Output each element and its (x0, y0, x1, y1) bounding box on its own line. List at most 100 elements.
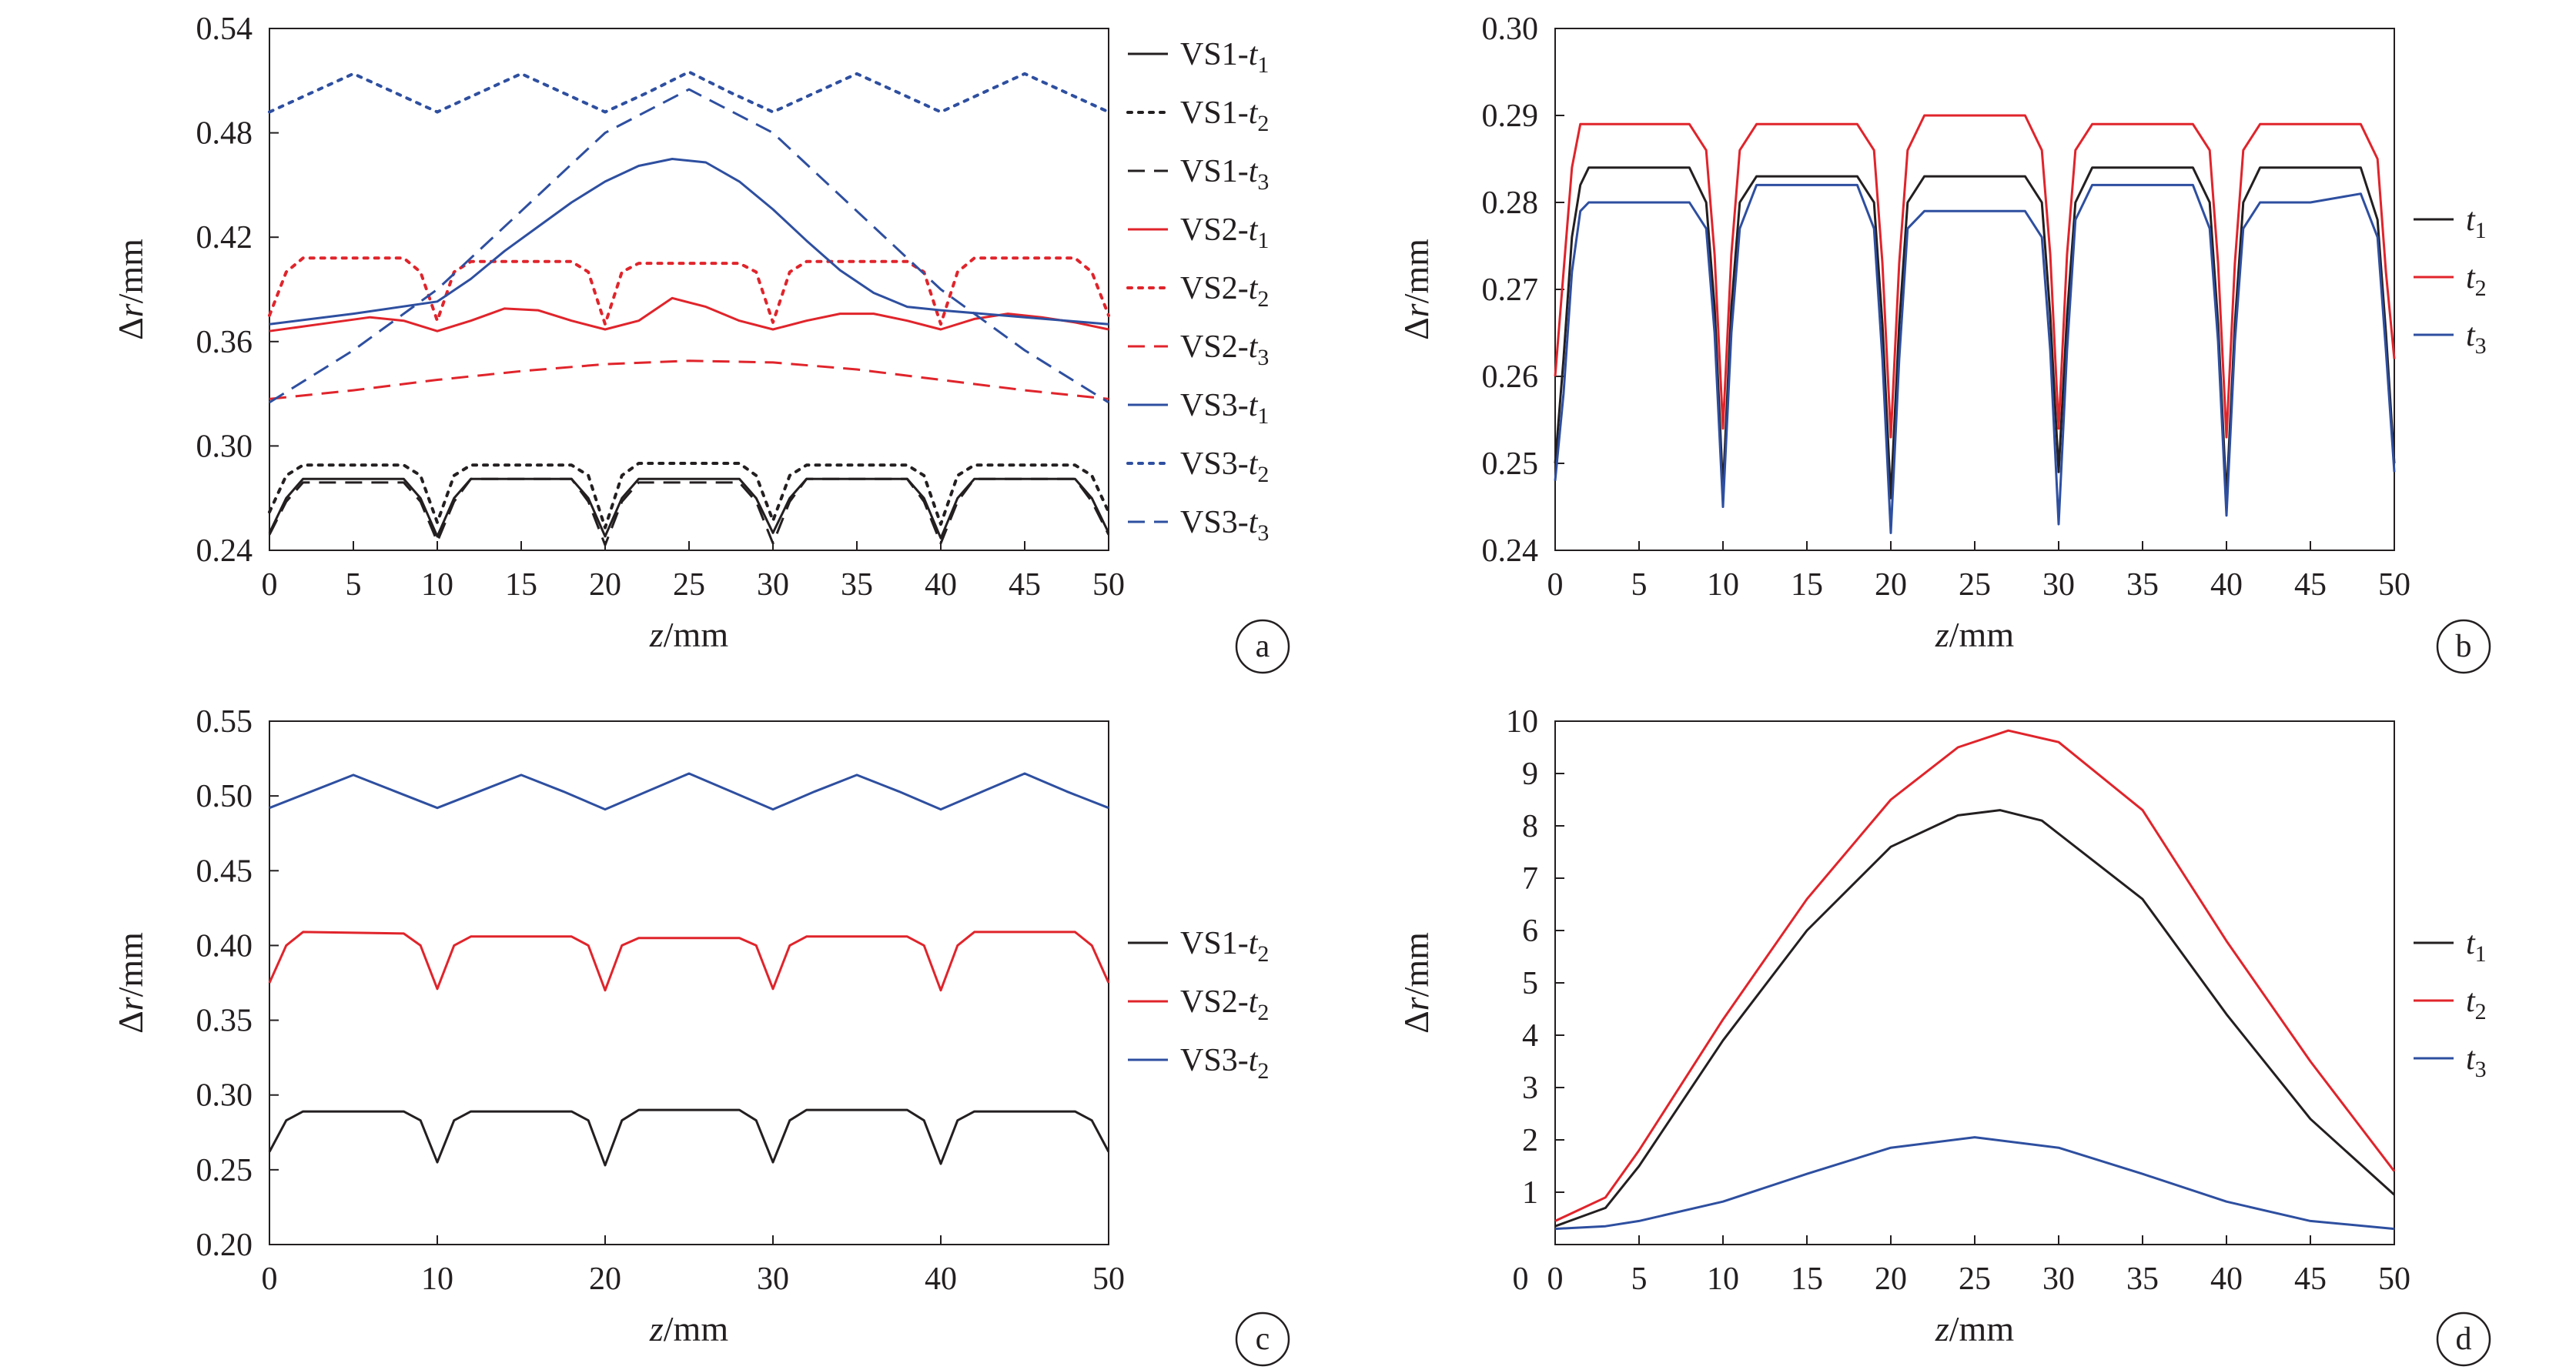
series-line-t2 (1554, 729, 2396, 1222)
legend-label: VS1-t2 (1180, 926, 1269, 967)
y-tick-label: 6 (1522, 914, 1538, 949)
x-tick-label: 5 (1631, 567, 1648, 603)
legend-label: t1 (2466, 926, 2487, 967)
panel-letter: c (1256, 1322, 1270, 1357)
panel-letter: b (2456, 629, 2472, 664)
series-line-vs13 (268, 477, 1110, 546)
panel-letter-circle (2436, 1312, 2491, 1367)
y-tick-label: 10 (1506, 704, 1538, 740)
y-tick-label: 0.25 (196, 1153, 253, 1188)
y-axis-label: Δr/mm (111, 239, 150, 340)
chart-panel-c: 0 10 20 30 40 50 0.20 0.25 0.30 0.35 0.40 0.45 0.50 0… (111, 704, 1290, 1367)
x-tick-label: 45 (1009, 567, 1041, 603)
x-tick-label: 10 (1707, 567, 1739, 603)
y-tick-label: 0.40 (196, 928, 253, 964)
y-tick-label: 1 (1522, 1175, 1538, 1211)
legend-label: t2 (2466, 260, 2487, 301)
y-tick-label: 9 (1522, 757, 1538, 792)
x-tick-label: 30 (757, 1261, 789, 1297)
series-line-t1 (1554, 166, 2396, 500)
y-axis-label: Δr/mm (1397, 239, 1436, 340)
y-tick-label: 0.36 (196, 325, 253, 360)
legend-label: t1 (2466, 202, 2487, 243)
origin-label: 0 (1513, 1261, 1529, 1297)
legend-label: t3 (2466, 318, 2487, 359)
y-tick-label: 0.24 (1482, 533, 1539, 569)
legend-label: VS1-t2 (1180, 95, 1269, 136)
y-tick-label: 5 (1522, 966, 1538, 1001)
x-tick-label: 15 (1791, 1261, 1823, 1297)
legend-label: VS3-t3 (1180, 505, 1269, 546)
x-axis-label: z/mm (649, 1309, 728, 1348)
x-tick-label: 50 (1092, 1261, 1125, 1297)
x-tick-label: 30 (757, 567, 789, 603)
y-tick-label: 0.45 (196, 854, 253, 889)
x-tick-label: 40 (2210, 1261, 2243, 1297)
series-line-vs12 (268, 462, 1110, 530)
x-tick-label: 50 (1092, 567, 1125, 603)
y-tick-label: 0.30 (196, 429, 253, 464)
series-line-t2 (1554, 114, 2396, 439)
y-tick-label: 7 (1522, 861, 1538, 897)
series-line-t3 (1554, 1136, 2395, 1231)
plot-frame (269, 28, 1109, 551)
plot-frame (269, 720, 1109, 1245)
y-tick-label: 0.29 (1482, 99, 1539, 134)
x-tick-label: 35 (841, 567, 873, 603)
x-tick-label: 15 (505, 567, 537, 603)
y-tick-label: 8 (1522, 809, 1538, 844)
x-tick-label: 35 (2126, 1261, 2159, 1297)
series-line-t3 (1554, 183, 2396, 534)
x-axis-label: z/mm (649, 615, 728, 654)
x-axis-label: z/mm (1935, 615, 2014, 654)
x-tick-label: 5 (1631, 1261, 1648, 1297)
panel-letter-circle (1235, 1312, 1290, 1367)
y-tick-label: 0.42 (196, 220, 253, 256)
legend-label: VS2-t2 (1180, 984, 1269, 1025)
x-tick-label: 20 (589, 567, 621, 603)
x-tick-label: 0 (1547, 1261, 1564, 1297)
x-tick-label: 40 (925, 567, 957, 603)
y-tick-label: 0.24 (196, 533, 253, 569)
y-tick-label: 0.50 (196, 779, 253, 814)
series-line-vs32 (269, 772, 1109, 811)
x-tick-label: 15 (1791, 567, 1823, 603)
legend-label: VS3-t2 (1180, 1043, 1269, 1084)
series-line-vs22 (268, 931, 1110, 992)
x-tick-label: 5 (346, 567, 362, 603)
x-tick-label: 0 (262, 567, 278, 603)
x-tick-label: 30 (2042, 567, 2075, 603)
y-tick-label: 3 (1522, 1071, 1538, 1106)
series-line-vs31 (269, 158, 1109, 326)
x-tick-label: 0 (262, 1261, 278, 1297)
y-tick-label: 0.54 (196, 12, 253, 47)
x-tick-label: 10 (1707, 1261, 1739, 1297)
legend-label: VS2-t3 (1180, 329, 1269, 370)
x-tick-label: 25 (673, 567, 705, 603)
y-tick-label: 0.27 (1482, 272, 1539, 308)
chart-panel-d: 0 5 10 15 20 25 30 35 40 45 50123456789100z/mmΔr/m… (1397, 704, 2491, 1367)
x-tick-label: 25 (1959, 1261, 1991, 1297)
series-line-vs11 (268, 477, 1110, 540)
series-line-t1 (1554, 809, 2396, 1228)
y-tick-label: 4 (1522, 1018, 1538, 1054)
x-tick-label: 45 (2294, 567, 2327, 603)
series-line-vs32 (268, 70, 1110, 114)
x-tick-label: 25 (1959, 567, 1991, 603)
y-axis-label: Δr/mm (1397, 932, 1436, 1034)
series-line-vs33 (269, 88, 1109, 404)
legend-label: VS2-t2 (1180, 271, 1269, 312)
panel-letter-circle (1235, 619, 1290, 674)
legend-label: t3 (2466, 1041, 2487, 1082)
series-line-vs21 (269, 296, 1109, 332)
series-line-vs23 (269, 359, 1109, 400)
y-tick-label: 0.30 (1482, 12, 1539, 47)
y-tick-label: 0.48 (196, 116, 253, 152)
series-line-vs22 (268, 256, 1110, 326)
panel-letter: a (1256, 629, 1270, 664)
legend-label: VS1-t1 (1180, 37, 1269, 78)
x-tick-label: 50 (2378, 1261, 2410, 1297)
y-tick-label: 0.26 (1482, 359, 1539, 395)
panel-letter-circle (2436, 619, 2491, 674)
